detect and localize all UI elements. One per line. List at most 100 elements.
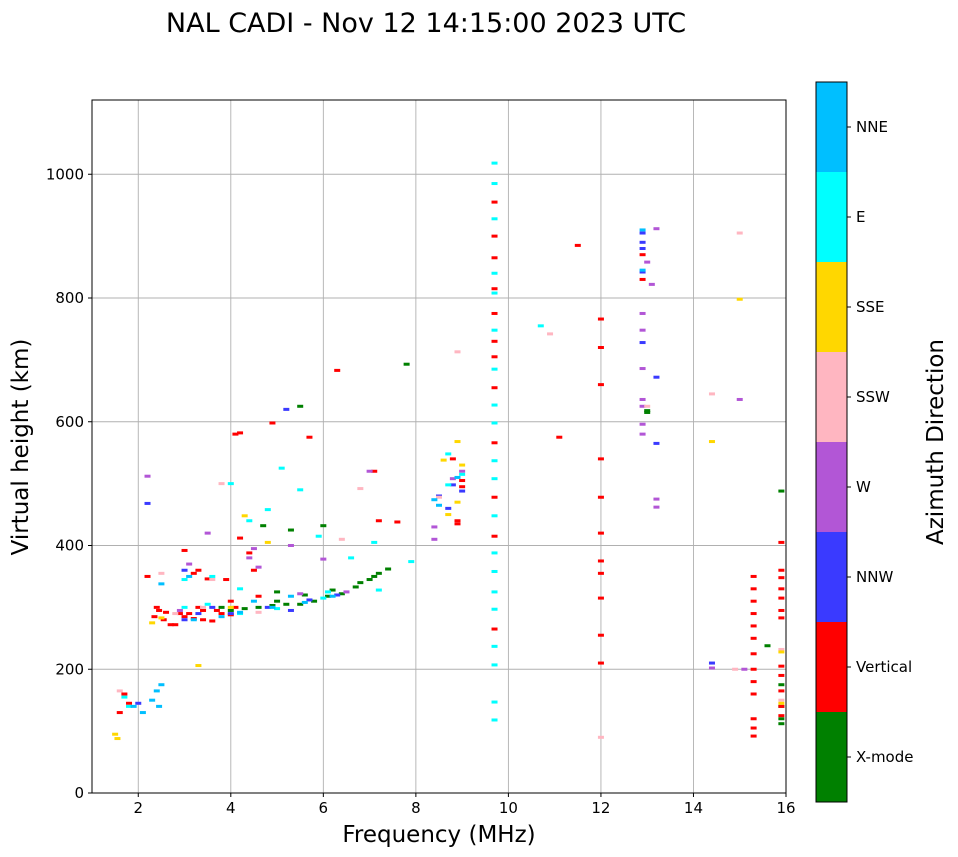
colorbar-category-label: SSE [856,298,885,316]
data-point [130,704,137,708]
data-point [172,623,179,627]
x-tick-label: 2 [133,799,143,817]
data-point [644,404,651,408]
data-point [163,610,170,614]
data-point [181,578,188,582]
data-point [491,403,498,407]
data-point [778,698,785,702]
data-point [750,717,757,721]
data-point [283,407,290,411]
data-point [750,587,757,591]
data-point [278,466,285,470]
data-point [209,574,216,578]
data-point [491,459,498,463]
data-point [597,531,604,535]
data-point [639,247,646,250]
data-point [644,410,651,414]
data-point [750,734,757,738]
data-point [209,578,216,582]
data-point [250,599,257,603]
data-point [343,590,350,594]
data-point [491,607,498,611]
data-point [778,714,785,718]
y-tick-label: 1000 [46,165,84,183]
data-point [778,576,785,580]
azimuth-colorbar: X-mode Vertical NNW W SSW SSE E NNE [816,82,913,802]
data-point [491,271,498,275]
y-tick-label: 400 [55,537,84,555]
data-point [436,503,442,507]
data-point [454,440,461,444]
data-point [431,525,438,529]
data-point [597,735,604,739]
data-point [491,421,498,425]
data-point [200,618,207,622]
data-point [181,605,188,609]
data-point [227,612,234,616]
data-point [454,475,461,479]
chart-title: NAL CADI - Nov 12 14:15:00 2023 UTC [166,8,686,39]
series-vertical [116,200,785,738]
data-point [750,624,757,628]
data-point [195,568,202,572]
colorbar-segment [816,622,847,712]
data-point [352,585,359,589]
data-point [264,508,271,512]
data-point [167,623,174,627]
data-point [320,596,327,600]
series-sse [112,297,785,741]
data-point [269,605,276,609]
data-point [778,568,785,572]
data-point [639,367,646,371]
data-point [116,689,123,693]
data-point [151,615,158,619]
data-point [149,698,156,702]
data-point [491,590,498,594]
data-point [708,666,715,670]
colorbar-category-label: E [856,208,865,226]
data-point [778,722,785,726]
data-point [195,612,202,616]
data-point [491,718,498,722]
data-point [491,161,498,165]
y-tick-label: 200 [55,660,84,678]
data-point [250,547,257,551]
data-point [306,598,313,602]
data-point [274,599,281,603]
data-point [597,383,604,387]
data-point [172,612,179,616]
data-point [121,695,128,699]
grid-lines [92,100,787,794]
data-point [708,392,715,396]
data-point [269,604,276,608]
data-point [454,522,461,526]
data-point [491,182,498,186]
data-point [454,500,461,504]
data-point [750,636,757,640]
data-point [459,463,466,467]
data-point [139,711,146,715]
plot-frame [91,99,787,794]
x-axis-label: Frequency (MHz) [342,822,535,848]
data-point [181,615,188,619]
data-point [436,495,442,499]
data-point [329,594,336,598]
data-point [306,435,313,439]
data-point [491,234,498,238]
data-point [301,600,308,604]
data-point [491,627,498,631]
data-point [287,608,294,612]
x-tick-label: 8 [411,799,421,817]
data-point [121,692,128,696]
data-point [156,608,163,612]
data-point [223,578,230,582]
data-point [255,594,262,598]
data-point [639,422,646,426]
data-point [153,689,160,693]
data-point [158,582,165,586]
data-point [158,571,165,575]
data-point [778,647,785,651]
x-tick-label: 6 [319,799,329,817]
data-point [597,317,604,321]
data-point [218,615,225,619]
